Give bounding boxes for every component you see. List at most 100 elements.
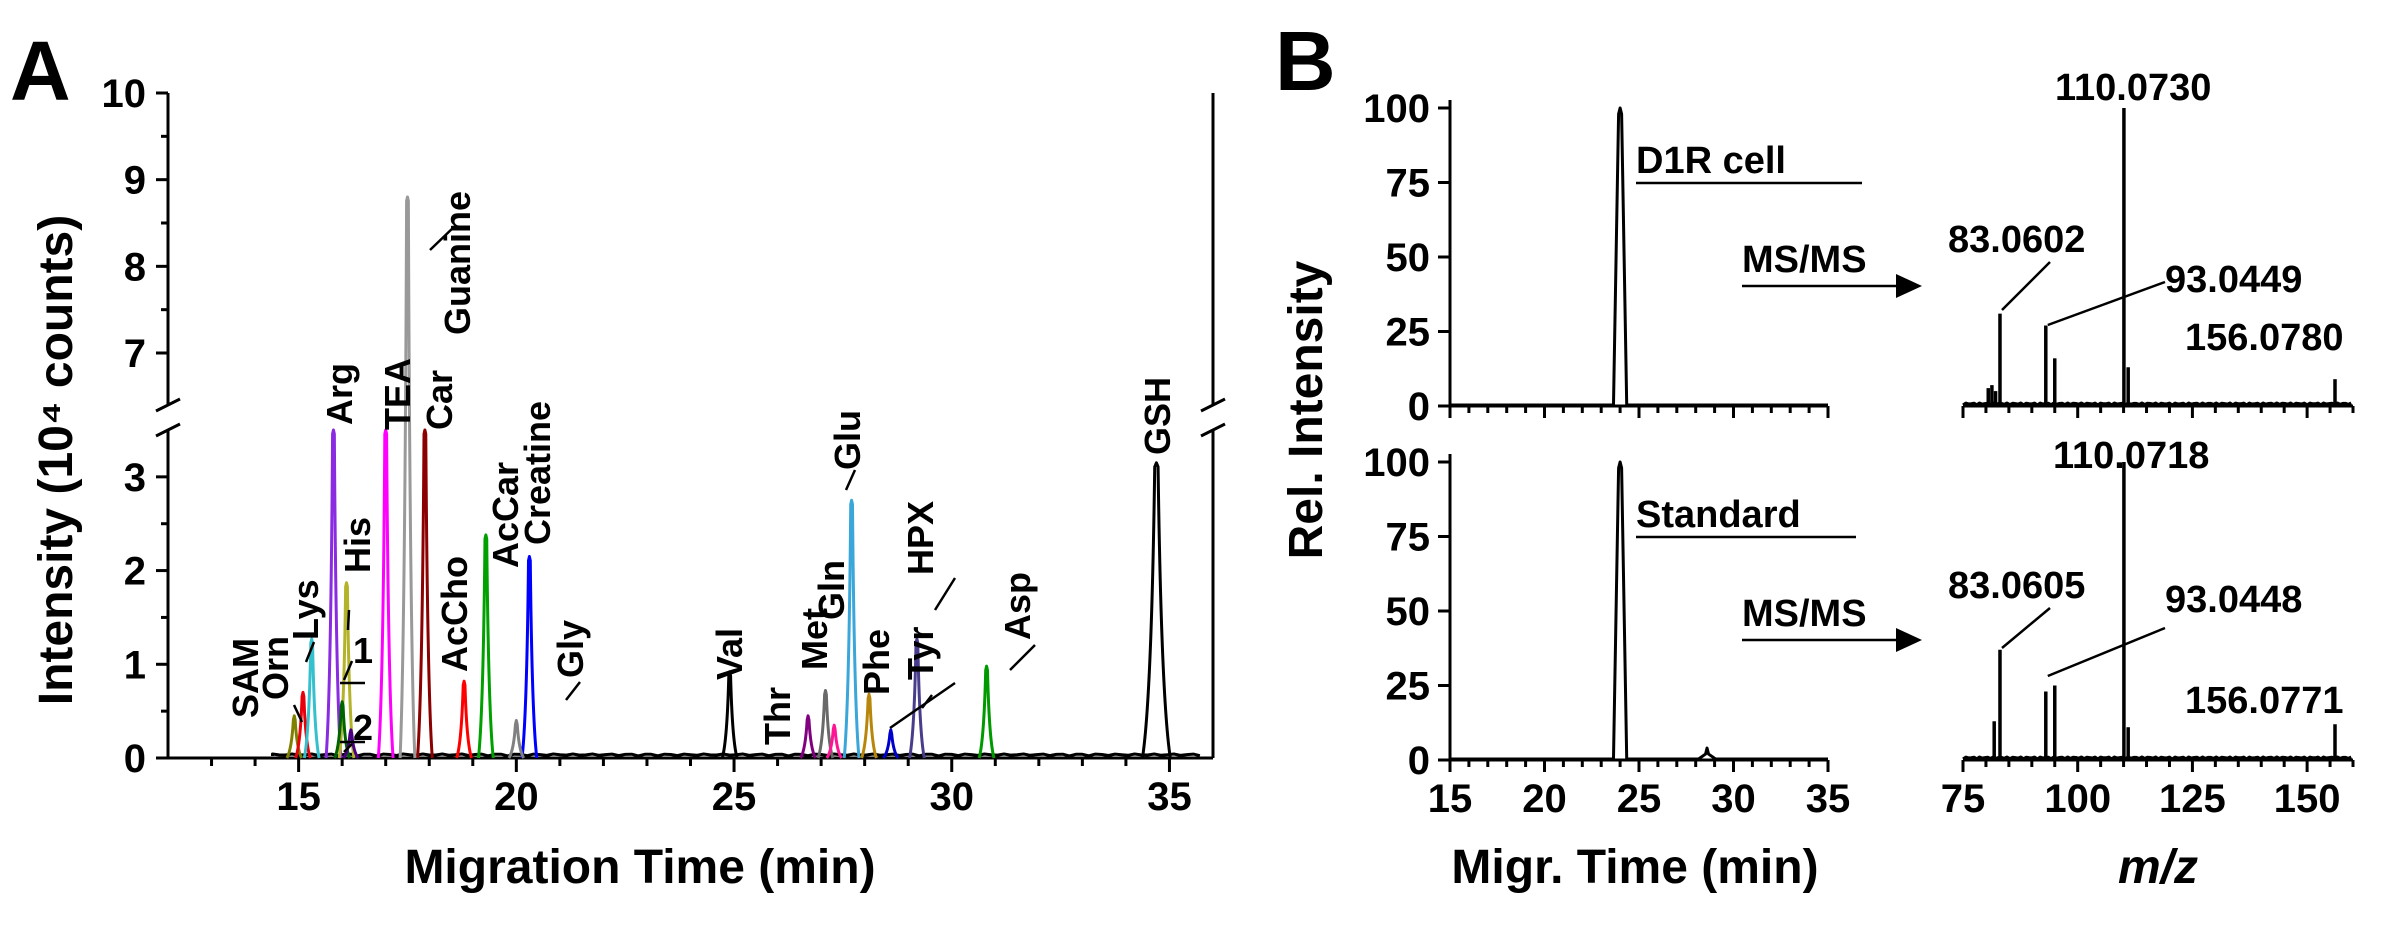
b-spectrum-peak-label: 110.0718 bbox=[2053, 435, 2209, 477]
b-electro-trace bbox=[1450, 106, 1828, 407]
a-peak-label: Met bbox=[794, 608, 835, 670]
a-leader-line bbox=[889, 681, 956, 730]
b-electro-x-tick-label: 35 bbox=[1806, 777, 1851, 821]
a-leader-line bbox=[429, 224, 457, 251]
b-spectrum-leader bbox=[2001, 261, 2051, 311]
a-y-tick-label: 8 bbox=[124, 245, 146, 289]
a-peak-label: Car bbox=[419, 370, 460, 430]
b-electro-trace bbox=[1450, 460, 1828, 761]
a-axis-break-mark bbox=[1200, 397, 1226, 413]
a-peak-glu bbox=[842, 498, 861, 759]
a-peak-2 bbox=[342, 728, 360, 759]
a-peak-label: Glu bbox=[827, 410, 868, 470]
a-y-tick-label: 9 bbox=[124, 159, 146, 203]
a-peak-label: SAM bbox=[225, 638, 266, 718]
a-baseline-trace bbox=[271, 752, 1201, 758]
a-y-tick-label: 10 bbox=[102, 72, 147, 116]
a-y-tick-label: 1 bbox=[124, 643, 146, 687]
b-electro-y-tick-label: 100 bbox=[1363, 87, 1430, 131]
a-peak-val bbox=[720, 670, 739, 759]
b-electro-x-tick-label: 30 bbox=[1711, 777, 1756, 821]
a-x-tick-label: 30 bbox=[930, 775, 975, 819]
a-leader-line bbox=[343, 743, 353, 753]
a-peak-guanine bbox=[398, 195, 417, 759]
panel-b-x-axis-title: Migr. Time (min) bbox=[1451, 841, 1818, 894]
panel-b-letter: B bbox=[1275, 14, 1336, 108]
a-peak-label: Asp bbox=[997, 572, 1038, 640]
a-peak-label: Val bbox=[709, 628, 750, 680]
a-peak-phe bbox=[860, 692, 878, 759]
b-electro-y-tick-label: 75 bbox=[1386, 162, 1431, 206]
a-leader-line bbox=[565, 681, 581, 701]
b-electro-y-tick-label: 25 bbox=[1386, 665, 1431, 709]
b-spectrum-baseline bbox=[1962, 755, 2352, 761]
panel-a-letter: A bbox=[10, 24, 71, 118]
b-spectrum-x-tick-label: 125 bbox=[2159, 777, 2226, 821]
a-peak-label: Orn bbox=[255, 636, 296, 700]
a-peak-label: AcCar bbox=[485, 462, 526, 568]
b-spectrum-peak-label: 93.0448 bbox=[2165, 579, 2302, 621]
a-x-tick-label: 25 bbox=[712, 775, 757, 819]
b-msms-label: MS/MS bbox=[1742, 239, 1867, 281]
a-axis-break-mark bbox=[155, 397, 181, 413]
a-x-tick-label: 20 bbox=[494, 775, 539, 819]
b-spectrum-peak-label: 156.0771 bbox=[2185, 680, 2344, 722]
a-peak-car bbox=[415, 428, 434, 759]
panel-b-top-spectrum: 83.0602 93.0449 110.0730 156.0780 bbox=[1948, 67, 2355, 418]
b-electro-x-tick-label: 25 bbox=[1617, 777, 1662, 821]
b-sample-label: Standard bbox=[1636, 494, 1801, 536]
b-spectrum-peak-label: 83.0602 bbox=[1948, 219, 2085, 261]
panel-b-bottom-electropherogram: 15 20 25 30 35 0 25 50 75 100 Standard MS/MS bbox=[1363, 441, 1922, 821]
panel-b-mz-axis-title: m/z bbox=[2118, 841, 2198, 894]
b-electro-y-tick-label: 50 bbox=[1386, 236, 1431, 280]
b-sample-label: D1R cell bbox=[1636, 140, 1786, 182]
a-peak-label: AcCho bbox=[434, 556, 475, 672]
panel-b-bottom-spectrum: 75 100 125 150 83.0605 93.0448 110.0718 156.077… bbox=[1941, 435, 2355, 821]
b-electro-y-tick-label: 0 bbox=[1408, 739, 1430, 783]
a-peak-label: Guanine bbox=[437, 191, 478, 335]
a-leader-line bbox=[292, 704, 304, 723]
a-peak-label: Arg bbox=[319, 363, 360, 425]
b-spectrum-peak-label: 156.0780 bbox=[2185, 317, 2344, 359]
panel-a-traces bbox=[271, 195, 1201, 759]
b-electro-y-tick-label: 25 bbox=[1386, 311, 1431, 355]
b-spectrum-leader bbox=[2001, 607, 2051, 649]
a-y-tick-label: 3 bbox=[124, 456, 146, 500]
a-peak-gly bbox=[507, 719, 526, 759]
a-peak-label: GSH bbox=[1137, 377, 1178, 455]
a-peak-gln bbox=[825, 723, 843, 759]
a-peak-label: Creatine bbox=[517, 401, 558, 545]
b-spectrum-peak-label: 110.0730 bbox=[2055, 67, 2211, 109]
b-msms-label: MS/MS bbox=[1742, 593, 1867, 635]
b-electro-y-tick-label: 50 bbox=[1386, 590, 1431, 634]
a-peak-thr bbox=[799, 714, 817, 759]
b-spectrum-x-tick-label: 100 bbox=[2044, 777, 2111, 821]
b-spectrum-peak-label: 83.0605 bbox=[1948, 565, 2085, 607]
a-peak-accar bbox=[476, 533, 495, 759]
b-msms-arrow-head bbox=[1896, 628, 1922, 652]
a-leader-line bbox=[346, 609, 351, 631]
a-leader-line bbox=[933, 577, 957, 611]
a-leader-line bbox=[1009, 644, 1036, 671]
panel-a-y-axis-title: Intensity (10⁴ counts) bbox=[30, 215, 83, 705]
b-spectrum-leader bbox=[2047, 626, 2166, 678]
b-spectrum-x-tick-label: 75 bbox=[1941, 777, 1986, 821]
b-spectrum-peak-label: 93.0449 bbox=[2165, 259, 2302, 301]
b-msms-arrow-head bbox=[1896, 274, 1922, 298]
panel-b-y-axis-title: Rel. Intensity bbox=[1280, 260, 1333, 559]
a-peak-lys bbox=[302, 637, 321, 759]
a-peak-arg bbox=[324, 428, 343, 759]
a-x-tick-label: 15 bbox=[276, 775, 321, 819]
a-y-tick-label: 0 bbox=[124, 737, 146, 781]
a-y-tick-label: 2 bbox=[124, 550, 146, 594]
a-leader-line bbox=[342, 660, 354, 681]
b-electro-y-tick-label: 75 bbox=[1386, 516, 1431, 560]
b-electro-x-tick-label: 15 bbox=[1428, 777, 1473, 821]
b-electro-y-tick-label: 100 bbox=[1363, 441, 1430, 485]
a-peak-label: Gly bbox=[550, 620, 591, 678]
a-peak-tyr bbox=[882, 728, 900, 759]
b-electro-x-tick-label: 20 bbox=[1522, 777, 1567, 821]
a-peak-asp bbox=[977, 664, 996, 759]
